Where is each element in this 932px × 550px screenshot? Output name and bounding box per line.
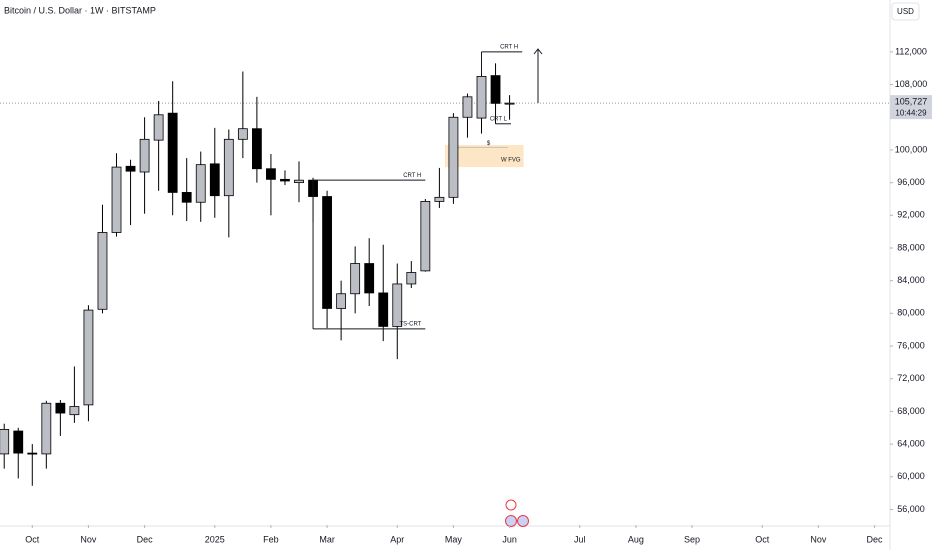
candle-body: [392, 283, 403, 327]
level-label: CRT H: [403, 173, 421, 179]
candle-body: [237, 128, 248, 140]
x-tick-label: Sep: [684, 534, 700, 544]
y-tick-label: 72,000: [897, 373, 925, 383]
level-label: CRT H: [500, 44, 518, 50]
x-tick-label: Apr: [390, 534, 404, 544]
candle-body: [111, 166, 122, 233]
price-label: 105,727: [895, 97, 928, 107]
x-tick-label: Nov: [80, 534, 97, 544]
candle-body: [55, 402, 66, 414]
candle-body: [406, 272, 417, 285]
level-label: TS-CRT: [399, 321, 421, 327]
x-tick-label: Dec: [867, 534, 884, 544]
x-tick-label: Jun: [502, 534, 517, 544]
x-tick-label: Jul: [574, 534, 586, 544]
y-tick-label: 60,000: [897, 471, 925, 481]
x-tick-label: 2025: [205, 534, 225, 544]
x-tick-label: Feb: [263, 534, 279, 544]
candle-body: [153, 114, 164, 141]
fvg-label: W FVG: [501, 158, 521, 164]
y-tick-label: 92,000: [897, 210, 925, 220]
y-tick-label: 80,000: [897, 308, 925, 318]
y-tick-label: 64,000: [897, 438, 925, 448]
candle-body: [27, 452, 38, 455]
currency-label[interactable]: USD: [897, 7, 914, 16]
candle-body: [209, 163, 220, 197]
candle-body: [0, 428, 10, 455]
x-tick-label: May: [445, 534, 463, 544]
candle-body: [223, 138, 234, 197]
y-tick-label: 68,000: [897, 406, 925, 416]
candle-body: [490, 75, 501, 104]
fvg-zone: [445, 145, 524, 168]
marker-label: $: [487, 141, 491, 147]
candle-body: [125, 165, 136, 172]
level-label: CRT L: [490, 116, 508, 122]
x-tick-label: Oct: [755, 534, 770, 544]
candle-body: [251, 128, 262, 170]
price-label-box: [890, 95, 932, 120]
candle-body: [83, 309, 94, 406]
candle-body: [266, 168, 276, 180]
candle-body: [504, 102, 515, 105]
candle-body: [294, 179, 304, 184]
y-tick-label: 56,000: [897, 504, 925, 514]
y-tick-label: 108,000: [895, 79, 928, 89]
candle-body: [181, 192, 192, 203]
x-tick-label: Oct: [25, 534, 40, 544]
y-tick-label: 112,000: [895, 46, 927, 56]
candle-body: [462, 96, 473, 118]
x-tick-label: Dec: [137, 534, 154, 544]
x-tick-label: Aug: [628, 534, 644, 544]
candle-body: [13, 430, 24, 454]
y-tick-label: 96,000: [897, 177, 925, 187]
event-icon: [505, 499, 517, 511]
chart-title: Bitcoin / U.S. Dollar · 1W · BITSTAMP: [4, 5, 156, 15]
candle-body: [97, 232, 108, 310]
candle-body: [476, 76, 487, 119]
candle-body: [280, 178, 290, 182]
candle-body: [378, 292, 389, 327]
candle-body: [364, 263, 375, 294]
candle-body: [139, 138, 150, 173]
candle-body: [350, 263, 361, 295]
x-tick-label: Nov: [810, 534, 827, 544]
arrow: [533, 48, 543, 103]
y-tick-label: 76,000: [897, 340, 925, 350]
y-tick-label: 100,000: [895, 144, 928, 154]
candle-body: [41, 402, 52, 455]
event-icon: [517, 515, 529, 527]
y-tick-label: 88,000: [897, 242, 925, 252]
candle-body: [336, 293, 347, 309]
currency-button[interactable]: [891, 2, 920, 21]
y-tick-label: 84,000: [897, 275, 925, 285]
candle-body: [322, 196, 332, 309]
candle-body: [69, 406, 80, 416]
candle-body: [448, 116, 459, 198]
candle-body: [420, 201, 431, 272]
countdown: 10:44:29: [895, 108, 927, 117]
event-icon: [505, 515, 517, 527]
candle-body: [195, 164, 206, 203]
candle-body: [167, 112, 178, 193]
candle-body: [434, 196, 445, 202]
x-tick-label: Mar: [319, 534, 335, 544]
